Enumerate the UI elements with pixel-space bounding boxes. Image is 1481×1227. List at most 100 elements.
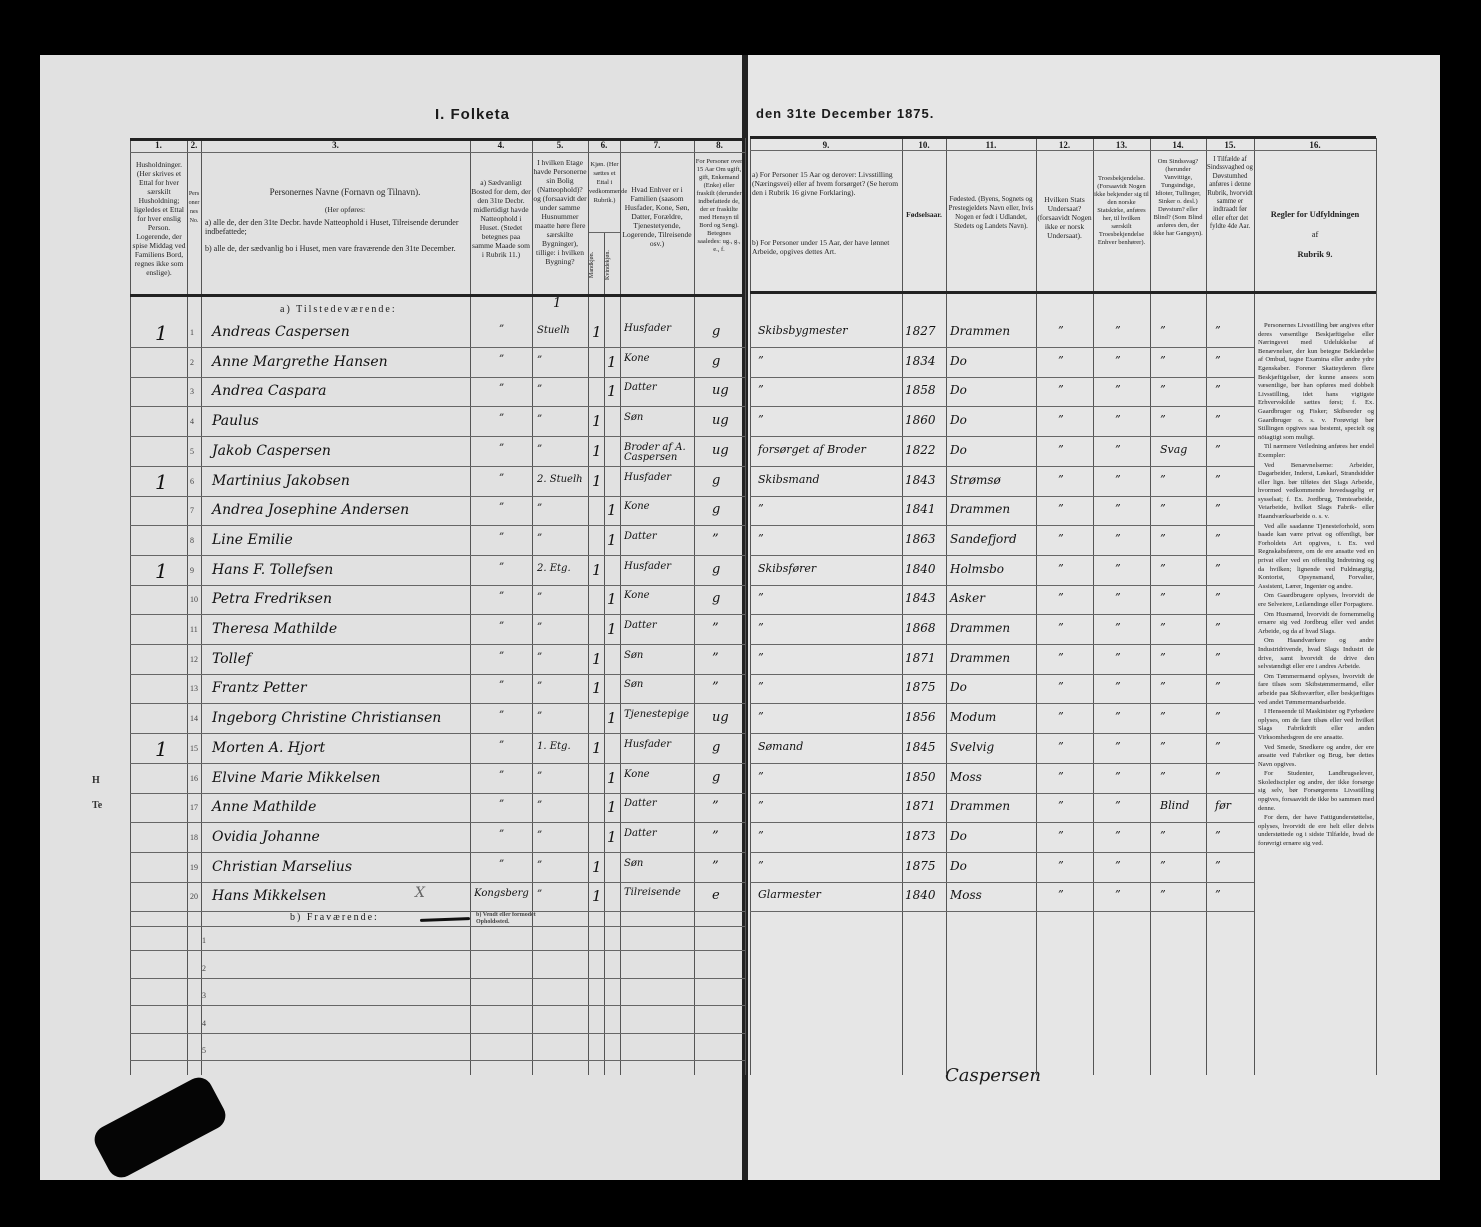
usual-residence: ” (498, 472, 505, 484)
occupation: ” (758, 383, 764, 397)
usual-residence: ” (498, 324, 505, 335)
header-col6: Kjøn. (Her sættes et Ettal i vedkommende… (589, 161, 628, 204)
citizenship: ” (1058, 799, 1064, 813)
religion: ” (1115, 442, 1121, 456)
birth-year: 1841 (905, 502, 936, 517)
civil-status: ” (712, 621, 719, 636)
row-rule (130, 977, 745, 979)
citizenship: ” (1058, 858, 1064, 872)
citizenship: ” (1058, 739, 1064, 753)
header-col2: Personernes No. (188, 191, 200, 224)
row-rule (750, 703, 1254, 705)
row-number: 20 (190, 892, 198, 902)
person-name: Line Emilie (212, 531, 293, 548)
floor-building: ” (537, 443, 543, 455)
column-number: 3. (332, 140, 339, 150)
row-rule (750, 762, 1254, 764)
citizenship: ” (1058, 888, 1064, 902)
family-role: Kone (624, 590, 650, 602)
sex-male: 1 (592, 323, 602, 341)
row-rule (130, 495, 745, 497)
header-rule (750, 136, 1376, 139)
family-role: Broder af A. Caspersen (624, 441, 686, 463)
birthplace: Svelvig (950, 739, 995, 754)
person-name: Theresa Mathilde (212, 621, 338, 637)
religion: ” (1115, 828, 1121, 842)
citizenship: ” (1058, 502, 1064, 516)
birthplace: Do (950, 413, 967, 428)
person-name: Christian Marselius (212, 858, 352, 875)
disability-onset: ” (1215, 413, 1221, 427)
column-rule (588, 138, 589, 1075)
birthplace: Do (950, 680, 967, 695)
birthplace: Asker (950, 591, 985, 606)
column-rule (532, 138, 533, 1075)
birth-year: 1840 (905, 888, 936, 903)
birthplace: Holmsbo (950, 561, 1004, 576)
rule-paragraph: Om Husmænd, hvorvidt de fornemmelig ernæ… (1258, 610, 1374, 635)
family-role: Husfader (624, 471, 672, 483)
disability: ” (1160, 858, 1166, 872)
person-name: Tollef (212, 650, 252, 667)
religion: ” (1115, 324, 1121, 337)
header-col6-male: Mandkjøn. (589, 251, 595, 279)
citizenship: ” (1058, 324, 1064, 337)
column-rule (694, 138, 695, 1075)
column-rule (1036, 138, 1037, 1075)
person-name: Jakob Caspersen (212, 442, 331, 459)
civil-status: e (712, 888, 720, 904)
birth-year: 1863 (905, 531, 936, 546)
row-rule (750, 376, 1254, 378)
citizenship: ” (1058, 442, 1064, 456)
column-number: 5. (556, 140, 564, 150)
disability: ” (1160, 680, 1166, 694)
disability: ” (1160, 888, 1166, 902)
household-count: 1 (155, 558, 168, 583)
family-role: Kone (624, 352, 650, 364)
row-rule (750, 347, 1254, 348)
floor-building: ” (537, 889, 543, 901)
rule-paragraph: Ved alle saadanne Tjenesteforhold, som b… (1258, 522, 1374, 590)
row-rule (130, 881, 745, 883)
civil-status: g (712, 502, 721, 518)
row-rule (130, 792, 745, 794)
birthplace: Drammen (950, 324, 1011, 338)
sex-female: 1 (607, 768, 617, 787)
civil-status: ” (712, 650, 719, 666)
header-col9-b: b) For Personer under 15 Aar, der have l… (752, 238, 890, 256)
column-number: 7. (653, 140, 661, 150)
column-rule (187, 138, 188, 1075)
family-role: Søn (624, 679, 644, 691)
row-rule (750, 584, 1254, 586)
person-name: Anne Mathilde (212, 799, 317, 816)
floor-building: ” (537, 503, 543, 515)
civil-status: g (712, 472, 721, 488)
citizenship: ” (1058, 621, 1064, 634)
row-number: 5 (190, 446, 194, 456)
rule-paragraph: I Henseende til Maskinister og Fyrbødere… (1258, 708, 1374, 741)
disability-onset: ” (1215, 442, 1221, 456)
disability: ” (1160, 739, 1166, 753)
sex-female: 1 (607, 798, 617, 817)
birth-year: 1843 (905, 472, 936, 487)
birthplace: Do (950, 353, 967, 368)
civil-status: ” (712, 531, 719, 547)
disability-onset: ” (1215, 353, 1221, 367)
family-role: Kone (624, 501, 650, 513)
rules-text: Personernes Livsstilling bør angives eft… (1258, 322, 1374, 850)
citizenship: ” (1058, 561, 1064, 575)
civil-status: g (712, 324, 721, 339)
birthplace: Drammen (950, 650, 1011, 665)
family-role: Datter (624, 827, 657, 839)
person-name: Andreas Caspersen (212, 324, 350, 340)
family-role: Tjenestepige (624, 709, 690, 721)
row-rule (130, 525, 745, 527)
column-rule (902, 138, 903, 1075)
civil-status: ” (712, 828, 719, 844)
row-rule (130, 733, 745, 735)
column-rule (604, 232, 605, 1075)
sex-male: 1 (592, 738, 602, 757)
birthplace: Drammen (950, 621, 1011, 635)
column-rule (1254, 138, 1255, 1075)
row-rule (750, 911, 1254, 913)
